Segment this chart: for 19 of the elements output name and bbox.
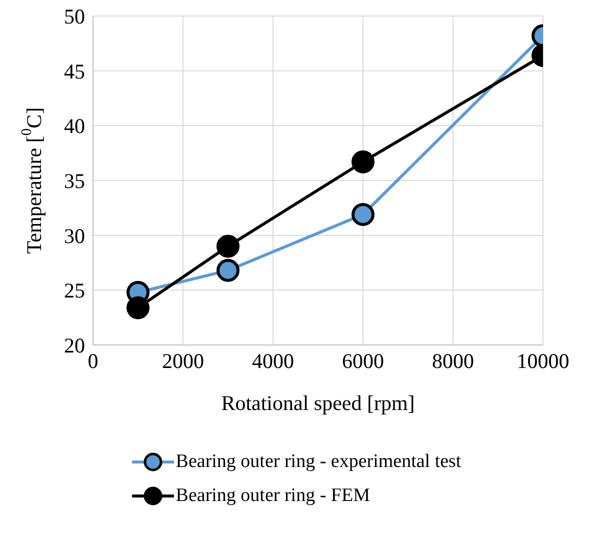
y-tick-label: 45 — [64, 59, 85, 84]
x-tick-label: 0 — [88, 348, 98, 373]
x-tick-label: 6000 — [342, 348, 384, 373]
y-tick-label: 25 — [64, 278, 85, 303]
x-tick-label: 2000 — [162, 348, 204, 373]
x-tick-label: 8000 — [432, 348, 474, 373]
legend-label: Bearing outer ring - experimental test — [176, 450, 462, 474]
x-axis-title: Rotational speed [rpm] — [221, 391, 415, 415]
y-tick-label: 40 — [64, 114, 85, 138]
legend-label: Bearing outer ring - FEM — [176, 484, 370, 508]
y-tick-label: 50 — [64, 4, 85, 28]
x-tick-label: 4000 — [252, 348, 294, 373]
point — [216, 258, 240, 282]
x-tick-label: 10000 — [516, 348, 570, 373]
y-tick-label: 30 — [64, 224, 85, 248]
y-tick-label: 20 — [64, 333, 85, 358]
point — [126, 296, 150, 320]
y-tick-label: 35 — [64, 168, 85, 193]
point — [216, 234, 240, 258]
